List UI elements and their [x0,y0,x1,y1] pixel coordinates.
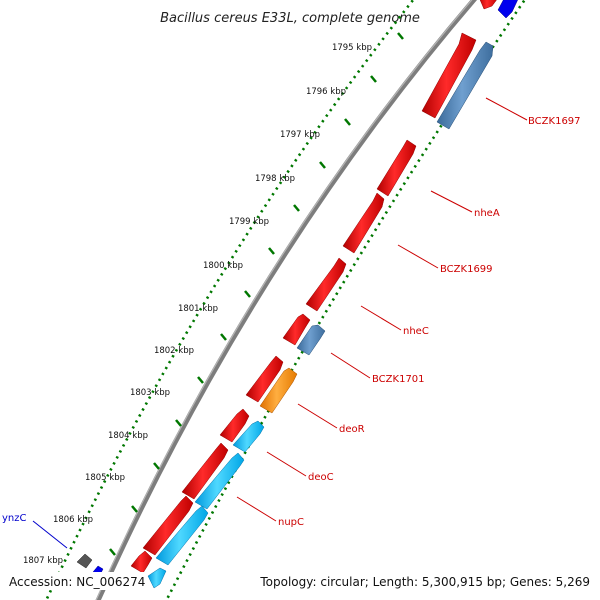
tick-label: 1800 kbp [203,261,243,271]
gene-arrow-steel [296,324,326,356]
map-title: Bacillus cereus E33L, complete genome [160,11,420,26]
tick-label: 1795 kbp [332,43,372,53]
gene-arrow [479,0,497,10]
footer-left-bg [6,572,146,590]
reverse-strand-genes [76,0,518,589]
genome-stats-text: Topology: circular; Length: 5,300,915 bp… [259,575,590,589]
tick-label: 1807 kbp [23,556,63,566]
gene-label-deor: deoR [339,424,365,435]
gene-label-bczk1701: BCZK1701 [372,374,425,385]
gene-arrow [245,355,284,403]
tick-label: 1803 kbp [130,388,170,398]
gene-arrow [342,192,385,254]
gene-arrow-cyan [232,420,265,453]
gene-label-deoc: deoC [308,472,334,483]
tick-label: 1798 kbp [255,174,295,184]
tick-label: 1806 kbp [53,515,93,525]
gene-arrow-grey [76,553,93,569]
tick-label: 1804 kbp [108,431,148,441]
tick-label: 1799 kbp [229,217,269,227]
gene-label-nhec: nheC [403,326,429,337]
gene-arrow [142,495,194,556]
major-ticks [109,32,404,556]
tick-label: 1802 kbp [154,346,194,356]
gene-arrow [219,408,250,443]
tick-label: 1797 kbp [280,130,320,140]
gene-arrow [376,139,417,197]
forward-strand-genes [130,0,497,574]
gene-arrow-cyan [194,452,245,510]
gene-arrow [130,550,153,574]
gene-label-bczk1699: BCZK1699 [440,264,493,275]
gene-label-bczk1697: BCZK1697 [528,116,581,127]
gene-arrow [181,442,229,500]
gene-label-nupc: nupC [278,517,304,528]
footer-right-bg [256,572,594,590]
label-leaders [32,97,528,549]
gene-label-ynzc: ynzC [2,513,27,524]
genome-backbone [95,0,478,600]
tick-label: 1805 kbp [85,473,125,483]
accession-text: Accession: NC_006274 [9,575,145,589]
tick-label: 1796 kbp [306,87,346,97]
gene-label-nhea: nheA [474,208,500,219]
gene-arrow [282,313,311,346]
tick-label: 1801 kbp [178,304,218,314]
tick-track-outer [165,0,527,600]
gene-arrow-orange [259,367,298,414]
gene-arrow [421,32,477,119]
gene-arrow-cyan [155,505,209,566]
gene-arrow [305,257,347,312]
gene-arrow-steel [436,41,494,130]
tick-track-inner [44,0,415,600]
genome-backbone-highlight [95,0,473,600]
gene-arrow-blue [497,0,518,19]
gene-arrow-cyan [147,567,167,589]
